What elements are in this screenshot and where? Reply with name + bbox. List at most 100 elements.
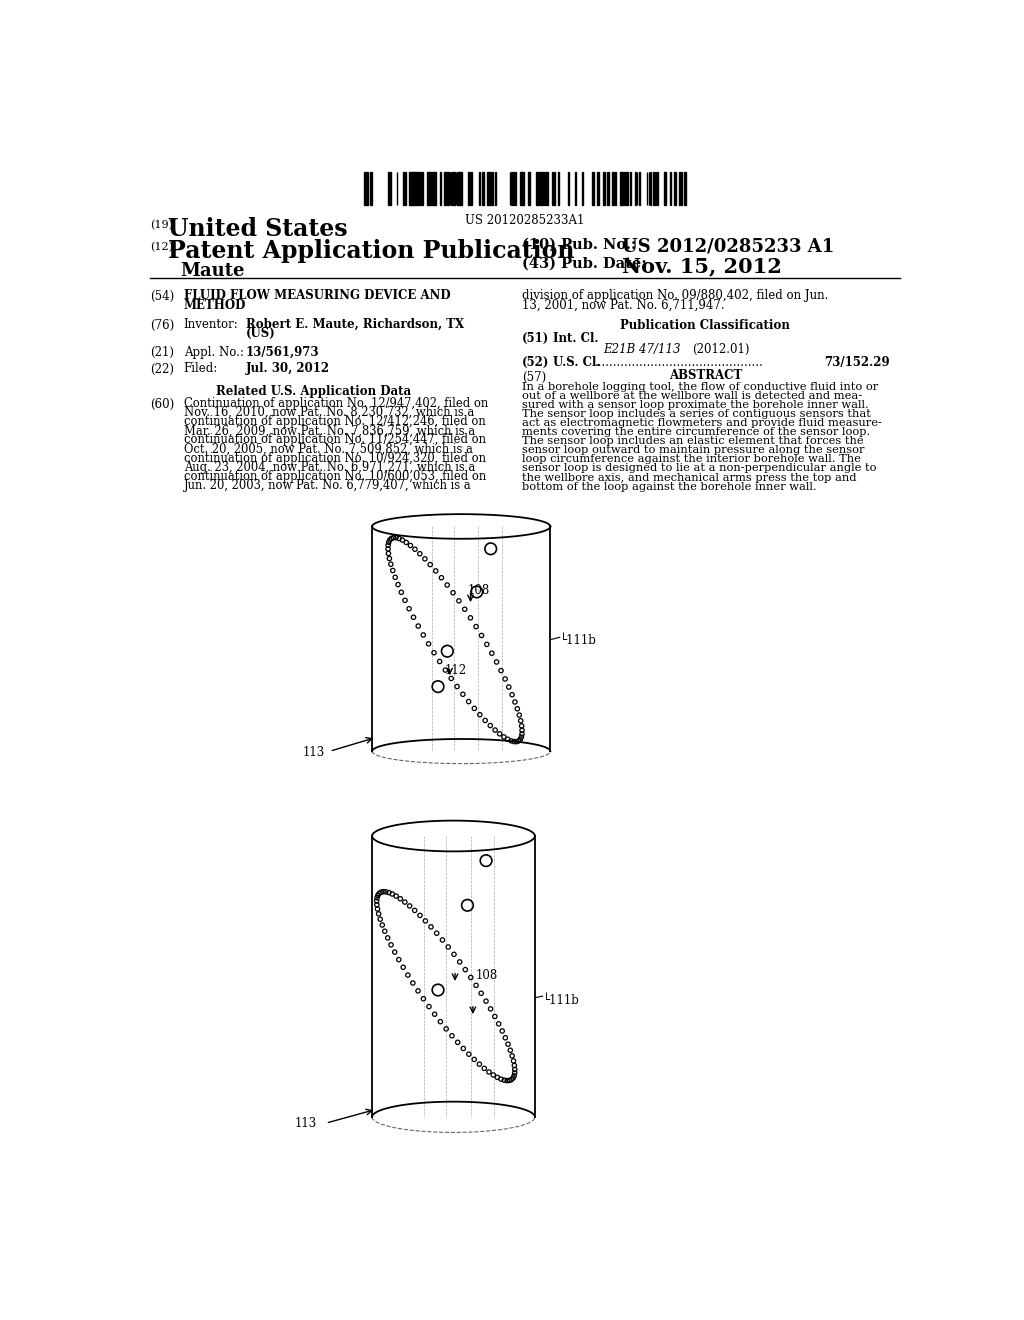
Bar <box>538 173 539 205</box>
Bar <box>482 173 484 205</box>
Bar <box>513 173 514 205</box>
Text: (76): (76) <box>150 318 174 331</box>
Text: US 20120285233A1: US 20120285233A1 <box>465 214 585 227</box>
Text: (60): (60) <box>150 397 174 411</box>
Text: sensor loop outward to maintain pressure along the sensor: sensor loop outward to maintain pressure… <box>521 445 864 455</box>
Text: Appl. No.:: Appl. No.: <box>183 346 244 359</box>
Text: FLUID FLOW MEASURING DEVICE AND: FLUID FLOW MEASURING DEVICE AND <box>183 289 451 302</box>
Text: Jul. 30, 2012: Jul. 30, 2012 <box>246 363 330 375</box>
Bar <box>681 173 682 205</box>
Bar <box>459 173 460 205</box>
Text: Nov. 16, 2010, now Pat. No. 8,230,732, which is a: Nov. 16, 2010, now Pat. No. 8,230,732, w… <box>183 407 474 420</box>
Bar <box>592 173 594 205</box>
Text: (57): (57) <box>521 371 546 384</box>
Bar <box>624 173 625 205</box>
Bar <box>652 173 653 205</box>
Bar <box>626 173 628 205</box>
Text: 108: 108 <box>475 969 498 982</box>
Text: 112: 112 <box>444 664 466 677</box>
Text: continuation of application No. 12/412,246, filed on: continuation of application No. 12/412,2… <box>183 416 485 428</box>
Bar <box>558 173 559 205</box>
Bar <box>542 173 543 205</box>
Bar <box>432 173 433 205</box>
Bar <box>406 173 407 205</box>
Text: In a borehole logging tool, the flow of conductive fluid into or: In a borehole logging tool, the flow of … <box>521 381 878 392</box>
Bar <box>447 173 449 205</box>
Bar <box>597 173 599 205</box>
Text: Aug. 23, 2004, now Pat. No. 6,971,271, which is a: Aug. 23, 2004, now Pat. No. 6,971,271, w… <box>183 461 475 474</box>
Text: Publication Classification: Publication Classification <box>621 318 791 331</box>
Text: (22): (22) <box>150 363 174 376</box>
Text: (54): (54) <box>150 290 174 304</box>
Text: Int. Cl.: Int. Cl. <box>553 331 598 345</box>
Bar <box>371 173 372 205</box>
Bar <box>522 173 524 205</box>
Text: Filed:: Filed: <box>183 363 218 375</box>
Bar <box>440 173 441 205</box>
Text: (21): (21) <box>150 346 174 359</box>
Text: Nov. 15, 2012: Nov. 15, 2012 <box>622 256 781 276</box>
Text: (43) Pub. Date:: (43) Pub. Date: <box>521 257 646 271</box>
Bar <box>568 173 569 205</box>
Text: division of application No. 09/880,402, filed on Jun.: division of application No. 09/880,402, … <box>521 289 828 302</box>
Bar <box>490 173 493 205</box>
Bar <box>674 173 676 205</box>
Bar <box>422 173 423 205</box>
Bar <box>461 173 462 205</box>
Bar <box>434 173 436 205</box>
Text: loop circumference against the interior borehole wall. The: loop circumference against the interior … <box>521 454 860 465</box>
Text: (19): (19) <box>150 220 173 230</box>
Text: US 2012/0285233 A1: US 2012/0285233 A1 <box>622 238 834 256</box>
Bar <box>552 173 553 205</box>
Bar <box>427 173 429 205</box>
Text: └111b: └111b <box>560 635 597 647</box>
Text: U.S. Cl.: U.S. Cl. <box>553 355 600 368</box>
Text: sensor loop is designed to lie at a non-perpendicular angle to: sensor loop is designed to lie at a non-… <box>521 463 877 474</box>
Text: continuation of application No. 10/924,320, filed on: continuation of application No. 10/924,3… <box>183 451 485 465</box>
Bar <box>409 173 411 205</box>
Bar <box>639 173 640 205</box>
Bar <box>657 173 658 205</box>
Text: (10) Pub. No.:: (10) Pub. No.: <box>521 238 636 252</box>
Text: ABSTRACT: ABSTRACT <box>669 370 742 383</box>
Bar <box>536 173 537 205</box>
Bar <box>607 173 608 205</box>
Bar <box>520 173 521 205</box>
Text: bottom of the loop against the borehole inner wall.: bottom of the loop against the borehole … <box>521 482 816 491</box>
Bar <box>582 173 583 205</box>
Bar <box>511 173 512 205</box>
Bar <box>367 173 368 205</box>
Text: Related U.S. Application Data: Related U.S. Application Data <box>216 385 412 397</box>
Bar <box>415 173 416 205</box>
Bar <box>665 173 667 205</box>
Text: Maute: Maute <box>180 263 245 280</box>
Text: Patent Application Publication: Patent Application Publication <box>168 239 574 263</box>
Text: 73/152.29: 73/152.29 <box>824 355 890 368</box>
Text: └111b: └111b <box>543 994 580 1007</box>
Text: 113: 113 <box>302 746 325 759</box>
Text: The sensor loop includes a series of contiguous sensors that: The sensor loop includes a series of con… <box>521 409 870 418</box>
Text: ments covering the entire circumference of the sensor loop.: ments covering the entire circumference … <box>521 428 870 437</box>
Bar <box>416 173 419 205</box>
Bar <box>429 173 431 205</box>
Text: 113: 113 <box>295 1117 316 1130</box>
Bar <box>546 173 548 205</box>
Bar <box>471 173 472 205</box>
Bar <box>544 173 545 205</box>
Text: Mar. 26, 2009, now Pat. No. 7,836,759, which is a: Mar. 26, 2009, now Pat. No. 7,836,759, w… <box>183 424 475 437</box>
Text: continuation of application No. 10/600,053, filed on: continuation of application No. 10/600,0… <box>183 470 486 483</box>
Bar <box>603 173 605 205</box>
Bar <box>444 173 446 205</box>
Text: METHOD: METHOD <box>183 298 246 312</box>
Text: act as electromagnetic flowmeters and provide fluid measure-: act as electromagnetic flowmeters and pr… <box>521 418 882 428</box>
Text: E21B 47/113: E21B 47/113 <box>603 343 681 356</box>
Text: the wellbore axis, and mechanical arms press the top and: the wellbore axis, and mechanical arms p… <box>521 473 856 483</box>
Bar <box>622 173 623 205</box>
Text: 108: 108 <box>467 585 489 597</box>
Text: Robert E. Maute, Richardson, TX: Robert E. Maute, Richardson, TX <box>246 318 464 331</box>
Text: Continuation of application No. 12/947,402, filed on: Continuation of application No. 12/947,4… <box>183 397 488 411</box>
Bar <box>528 173 530 205</box>
Text: (US): (US) <box>246 327 275 341</box>
Text: Oct. 20, 2005, now Pat. No. 7,509,852, which is a: Oct. 20, 2005, now Pat. No. 7,509,852, w… <box>183 442 473 455</box>
Text: Jun. 20, 2003, now Pat. No. 6,779,407, which is a: Jun. 20, 2003, now Pat. No. 6,779,407, w… <box>183 479 471 492</box>
